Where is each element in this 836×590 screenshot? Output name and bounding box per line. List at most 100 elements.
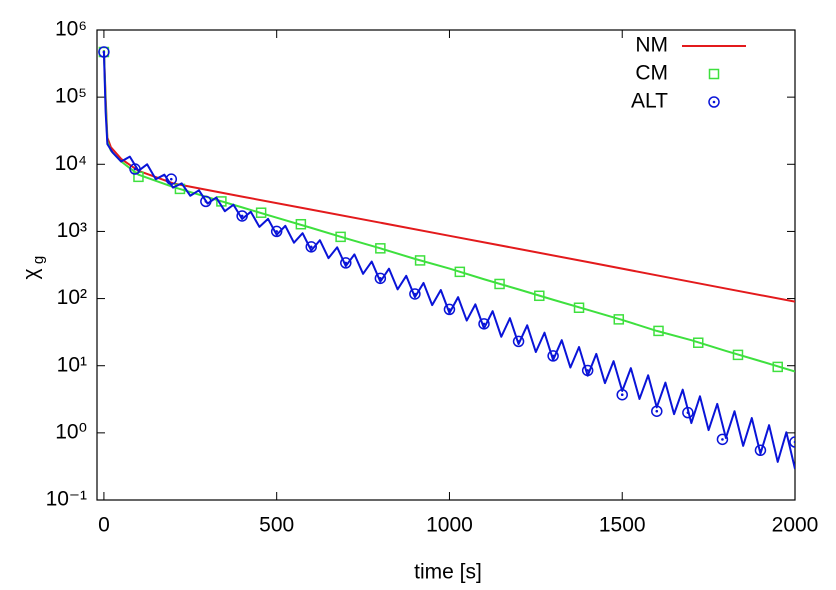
marker-dot [721,438,724,441]
square-marker [255,207,267,218]
legend-label: ALT [631,90,668,113]
y-axis-label-sub: g [30,256,47,264]
marker-shape [613,314,625,325]
marker-shape [295,218,307,230]
marker-dot [759,448,762,452]
circle-marker [200,195,212,208]
marker-dot [344,261,348,265]
y-tick-label: 10⁻¹ [46,488,87,511]
marker-shape [732,349,744,361]
marker-shape [581,364,594,377]
x-tick-label: 0 [98,514,110,537]
y-tick-label: 10⁰ [55,420,87,443]
x-axis-label: time [s] [414,561,482,584]
marker-shape [255,207,267,218]
marker-dot [275,230,278,233]
marker-shape [682,406,694,419]
square-marker [414,255,426,266]
circle-marker [708,96,720,108]
y-axis-label-main: χ [20,268,43,279]
marker-shape [653,325,664,337]
y-tick-label: 10³ [57,219,87,242]
circle-marker [651,405,663,417]
legend-label: CM [635,62,668,85]
marker-shape [129,163,141,175]
y-tick-label: 10⁶ [55,18,87,41]
marker-shape [200,195,212,208]
square-marker [772,361,783,373]
marker-dot [309,245,313,249]
marker-shape [409,288,421,300]
marker-dot [712,100,716,104]
circle-marker [512,335,525,348]
marker-shape [165,173,178,185]
marker-shape [708,68,720,80]
marker-shape [716,433,729,446]
x-tick-label: 500 [259,514,294,537]
y-axis-label: χ g [20,256,47,280]
marker-shape [692,337,704,348]
circle-marker [478,318,490,330]
circle-marker [547,350,559,362]
plot-border [96,29,796,501]
y-tick-label: 10⁵ [55,85,87,108]
marker-shape [494,278,505,290]
marker-shape [708,96,720,108]
square-marker [494,278,505,290]
marker-shape [443,303,456,316]
marker-shape [454,266,466,278]
circle-marker [754,444,767,457]
square-marker [335,231,346,243]
square-marker [692,337,704,348]
x-tick-label: 1000 [426,514,473,537]
marker-dot [551,354,555,358]
marker-dot [686,411,690,414]
marker-dot [620,393,624,397]
marker-dot [517,340,520,343]
marker-shape [616,388,628,401]
marker-shape [754,444,767,457]
legend-label: NM [635,34,668,57]
circle-marker [581,364,594,377]
square-marker [454,266,466,278]
marker-dot [655,409,659,413]
marker-dot [204,200,208,203]
square-marker [375,243,386,254]
square-marker [613,314,625,325]
marker-dot [102,50,106,54]
marker-shape [512,335,525,348]
marker-shape [789,436,795,448]
circle-marker [165,173,178,185]
marker-dot [240,214,244,218]
marker-shape [651,405,663,417]
marker-dot [586,369,589,372]
square-marker [295,218,307,230]
series-line [102,51,795,470]
circle-marker [716,433,729,446]
marker-shape [270,225,283,238]
y-tick-label: 10¹ [57,353,87,376]
square-marker [732,349,744,361]
y-tick-label: 10⁴ [55,152,87,175]
marker-dot [379,277,382,280]
series-line [102,50,795,373]
marker-shape [98,46,110,58]
marker-dot [169,177,173,181]
circle-marker [443,303,456,316]
circle-marker [236,210,248,222]
series-line [102,50,795,303]
circle-marker [129,163,141,175]
circle-marker [616,388,628,401]
x-tick-label: 2000 [772,514,819,537]
marker-shape [375,243,386,254]
circle-marker [789,436,795,448]
marker-shape [305,241,317,253]
marker-shape [340,257,352,269]
circle-marker [270,225,283,238]
marker-shape [374,272,387,285]
square-marker [573,302,585,313]
circle-marker [305,241,317,253]
marker-shape [573,302,585,313]
x-tick-label: 1500 [599,514,646,537]
